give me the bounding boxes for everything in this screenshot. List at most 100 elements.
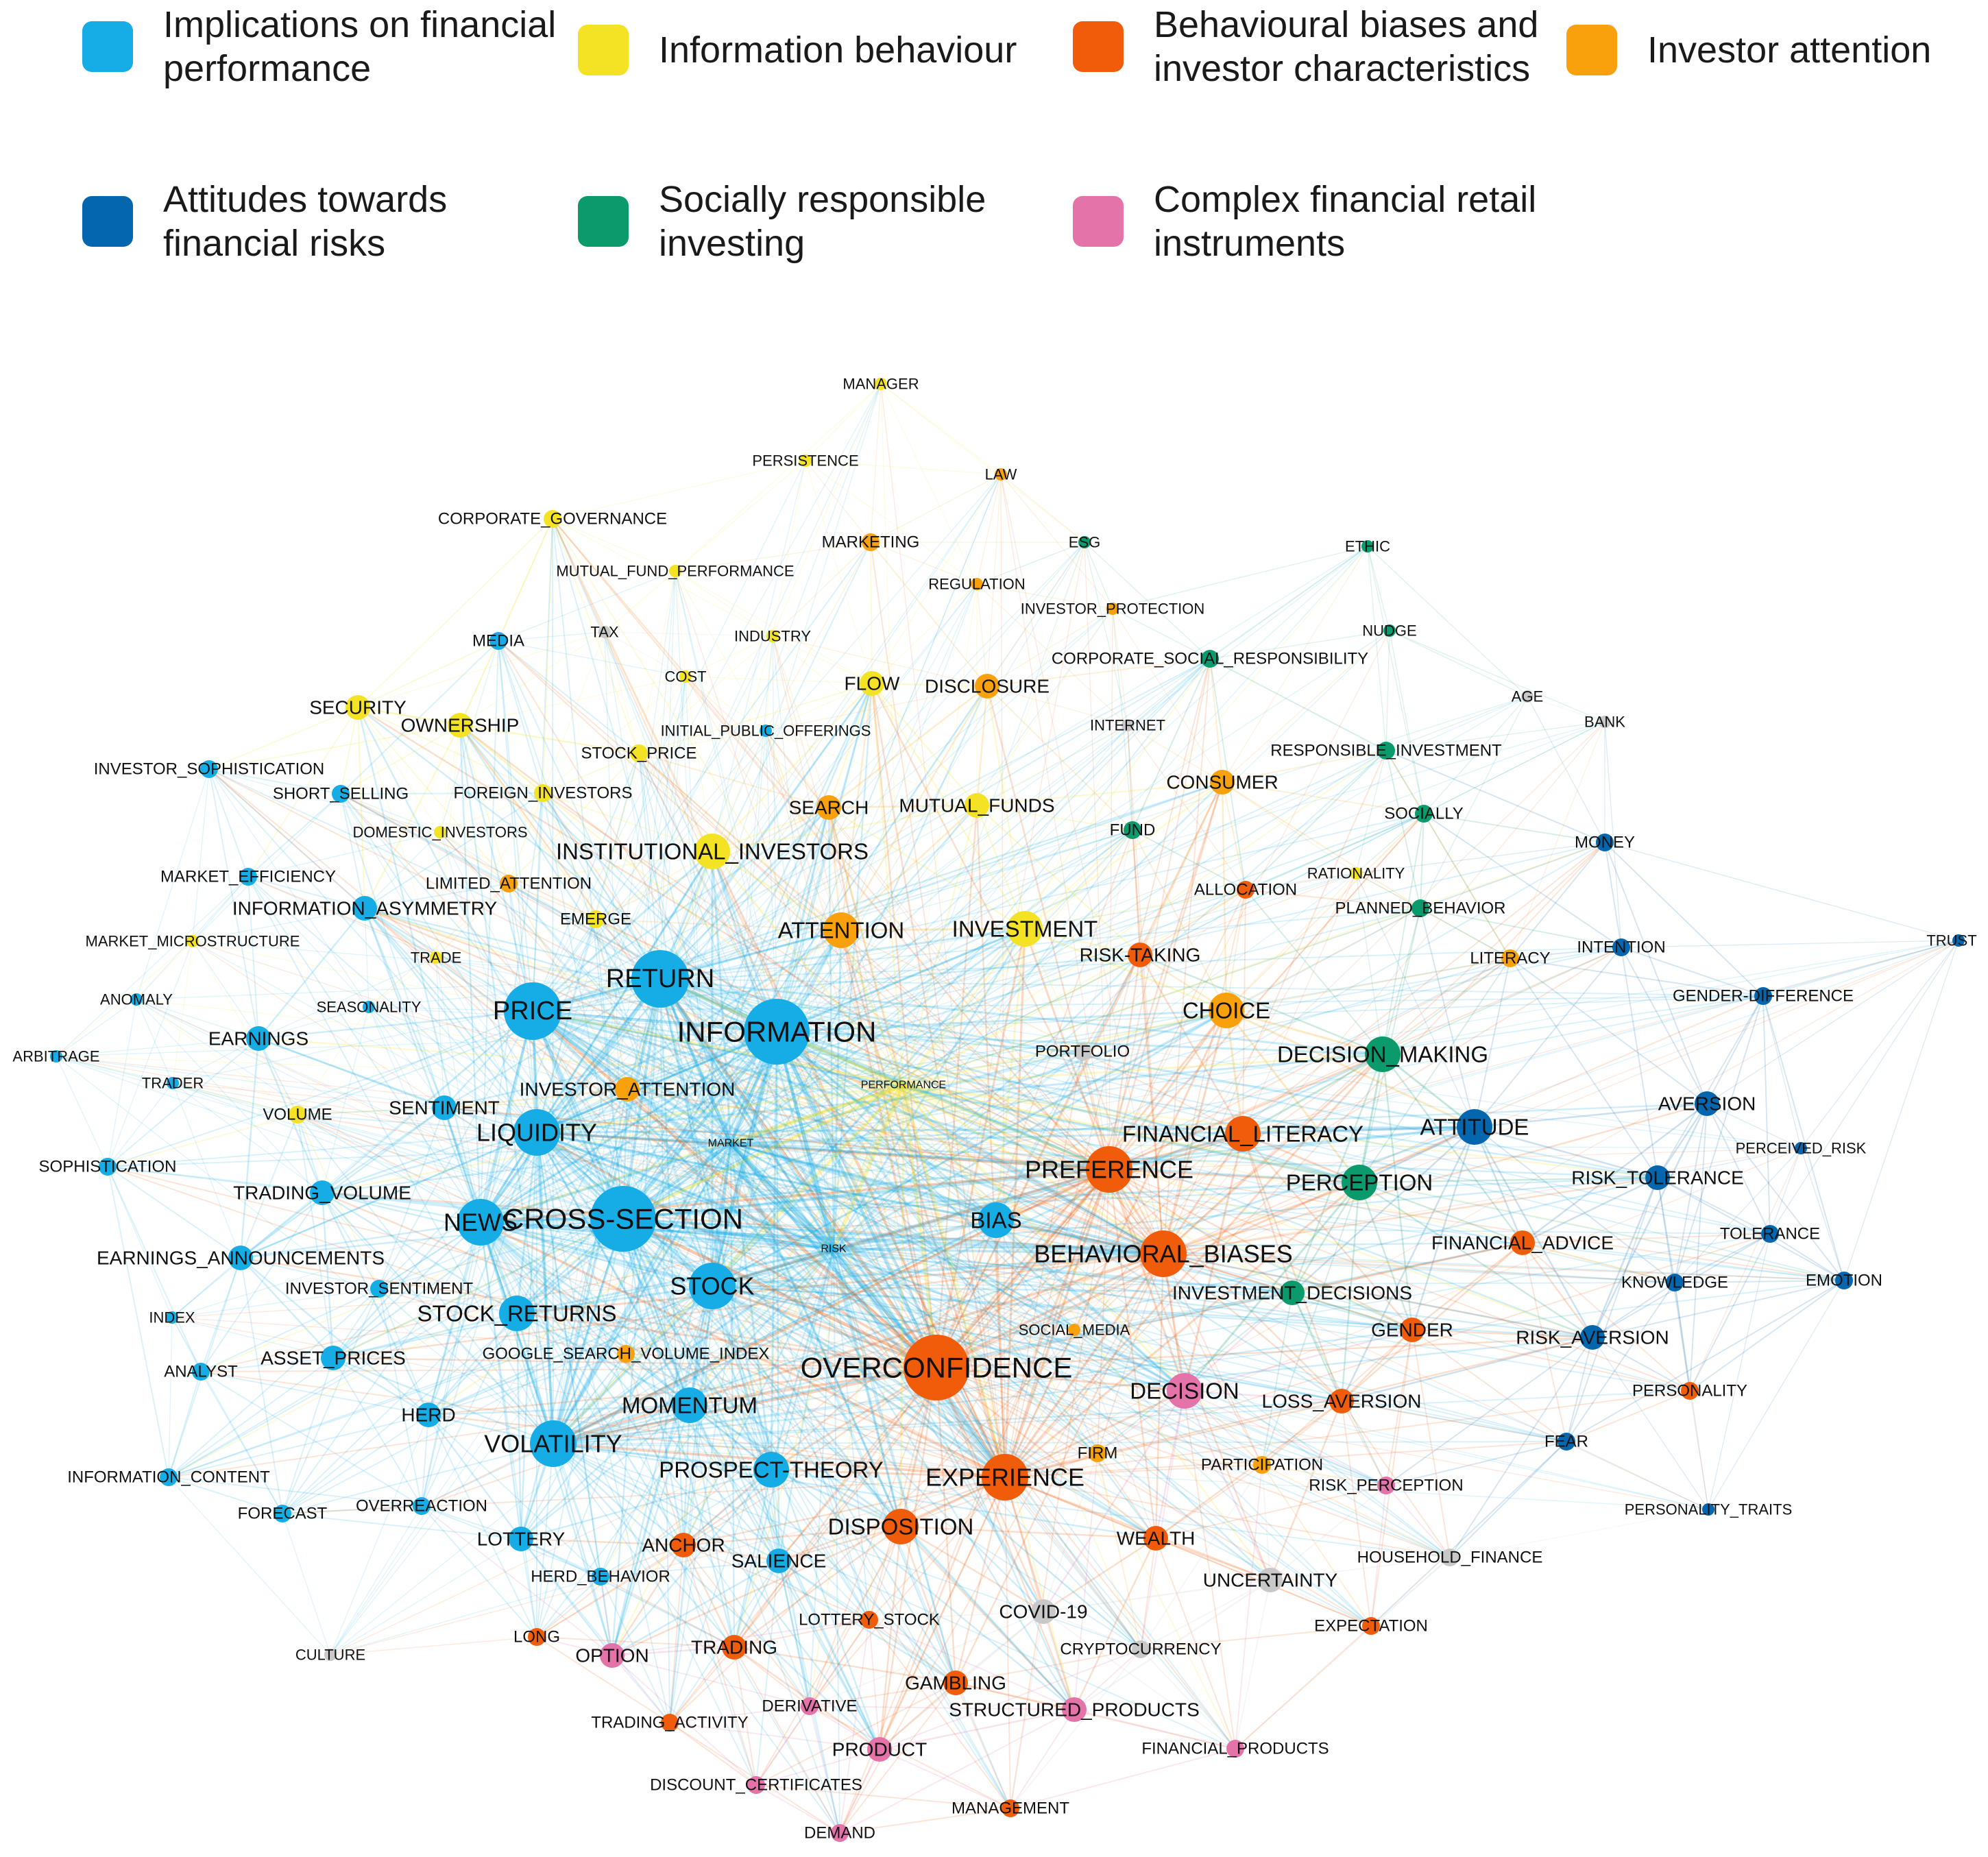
network-edge xyxy=(1155,1538,1236,1749)
network-edge xyxy=(638,635,773,754)
network-edge xyxy=(627,1089,937,1368)
network-edge xyxy=(1226,958,1511,1011)
network-edge xyxy=(1097,1253,1164,1454)
network-edge xyxy=(208,768,1006,1478)
node-persistence xyxy=(799,454,812,467)
network-edge xyxy=(340,793,777,1032)
network-edge xyxy=(688,1405,780,1562)
network-edge xyxy=(1656,1103,1708,1178)
network-edge xyxy=(480,1222,810,1707)
network-edge xyxy=(622,721,1605,1219)
network-edge xyxy=(833,1176,1658,1250)
network-edge xyxy=(772,635,777,1032)
network-edge xyxy=(879,1649,1141,1750)
legend-swatch-financial-risks xyxy=(82,196,133,247)
network-edge xyxy=(1127,658,1211,726)
network-edge xyxy=(833,1009,1227,1250)
node-label-volatility: VOLATILITY xyxy=(484,1430,622,1458)
network-edge xyxy=(776,873,1357,1032)
network-edge xyxy=(480,940,1959,1223)
network-edge xyxy=(200,1288,380,1372)
network-edge xyxy=(625,1031,777,1355)
network-edge xyxy=(600,1544,684,1577)
network-edge xyxy=(682,1544,736,1648)
network-edge xyxy=(828,806,1026,930)
network-edge xyxy=(520,1405,690,1540)
node-emerge xyxy=(587,910,605,928)
network-edge xyxy=(995,928,1026,1221)
network-edge xyxy=(880,383,978,585)
network-edge xyxy=(1163,1253,1263,1466)
network-edge xyxy=(776,1009,1227,1033)
network-edge xyxy=(1604,842,1622,948)
network-edge xyxy=(171,1317,937,1368)
network-edge xyxy=(172,1038,259,1084)
legend-label-financial-performance: Implications on financial performance xyxy=(163,4,557,89)
network-edge xyxy=(240,1131,537,1259)
network-edge xyxy=(1010,1709,1075,1809)
node-label-financial-products: FINANCIAL_PRODUCTS xyxy=(1141,1740,1329,1758)
network-edge xyxy=(1163,1148,1802,1254)
network-edge xyxy=(498,631,605,642)
network-edge xyxy=(729,1143,902,1527)
network-edge xyxy=(775,1031,938,1368)
node-label-asset-prices: ASSET_PRICES xyxy=(260,1348,406,1369)
network-edge xyxy=(778,1525,901,1562)
network-edge xyxy=(755,1560,779,1786)
network-edge xyxy=(1127,725,1246,890)
network-edge xyxy=(622,958,1511,1219)
network-edge xyxy=(444,1088,628,1109)
network-edge xyxy=(322,1106,445,1194)
network-edge xyxy=(659,542,1085,980)
network-edge xyxy=(827,683,873,808)
network-edge xyxy=(542,792,834,1250)
network-edge xyxy=(600,1560,779,1577)
network-edge xyxy=(368,1006,445,1108)
network-edge xyxy=(1163,1252,1593,1339)
network-edge xyxy=(553,1443,1098,1454)
node-label-seasonality: SEASONALITY xyxy=(317,999,422,1016)
node-risk-aversion xyxy=(1580,1325,1605,1350)
network-edge xyxy=(869,1619,1011,1809)
node-bank xyxy=(1599,716,1611,728)
network-edge xyxy=(168,1477,283,1514)
node-label-herd-behavior: HERD_BEHAVIOR xyxy=(531,1568,670,1586)
node-label-personality-traits: PERSONALITY_TRAITS xyxy=(1625,1501,1793,1518)
network-edge xyxy=(435,957,661,980)
node-trading-activity xyxy=(661,1714,679,1732)
network-edge xyxy=(200,1357,334,1372)
network-edge xyxy=(364,792,544,909)
node-label-covid-19: COVID-19 xyxy=(999,1601,1087,1623)
network-edge xyxy=(480,1222,840,1834)
network-edge xyxy=(107,1166,323,1193)
network-edge xyxy=(56,1056,731,1144)
node-news xyxy=(457,1199,504,1246)
network-edge xyxy=(480,1222,956,1684)
node-mutual-funds xyxy=(965,793,989,818)
network-edge xyxy=(282,1357,334,1514)
network-edge xyxy=(903,546,1368,1086)
network-edge xyxy=(1261,1464,1387,1486)
network-edge xyxy=(1155,1400,1342,1539)
network-edge xyxy=(976,474,1002,585)
network-edge xyxy=(682,1084,905,1546)
network-edge xyxy=(208,768,441,833)
network-edge xyxy=(839,1619,870,1834)
network-edge xyxy=(871,683,905,1086)
network-edge xyxy=(659,474,1002,980)
network-edge xyxy=(622,930,843,1219)
network-edge xyxy=(532,995,1764,1012)
network-edge xyxy=(258,1037,904,1087)
network-edge xyxy=(765,730,829,808)
network-edge xyxy=(368,1006,834,1250)
network-edge xyxy=(553,1443,684,1546)
network-edge xyxy=(1261,1182,1360,1466)
network-edge xyxy=(1004,1252,1165,1479)
node-label-discount-certificates: DISCOUNT_CERTIFICATES xyxy=(650,1776,862,1795)
network-edge xyxy=(480,1221,834,1250)
network-edge xyxy=(297,1114,323,1193)
network-edge xyxy=(871,683,938,1368)
network-edge xyxy=(240,1257,380,1289)
network-edge xyxy=(330,1414,429,1655)
network-edge xyxy=(765,730,842,931)
